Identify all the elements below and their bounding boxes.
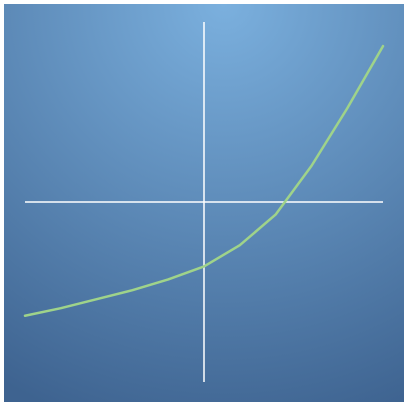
curve [23,44,385,318]
